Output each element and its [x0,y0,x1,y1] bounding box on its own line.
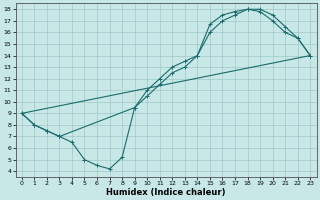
X-axis label: Humidex (Indice chaleur): Humidex (Indice chaleur) [106,188,226,197]
